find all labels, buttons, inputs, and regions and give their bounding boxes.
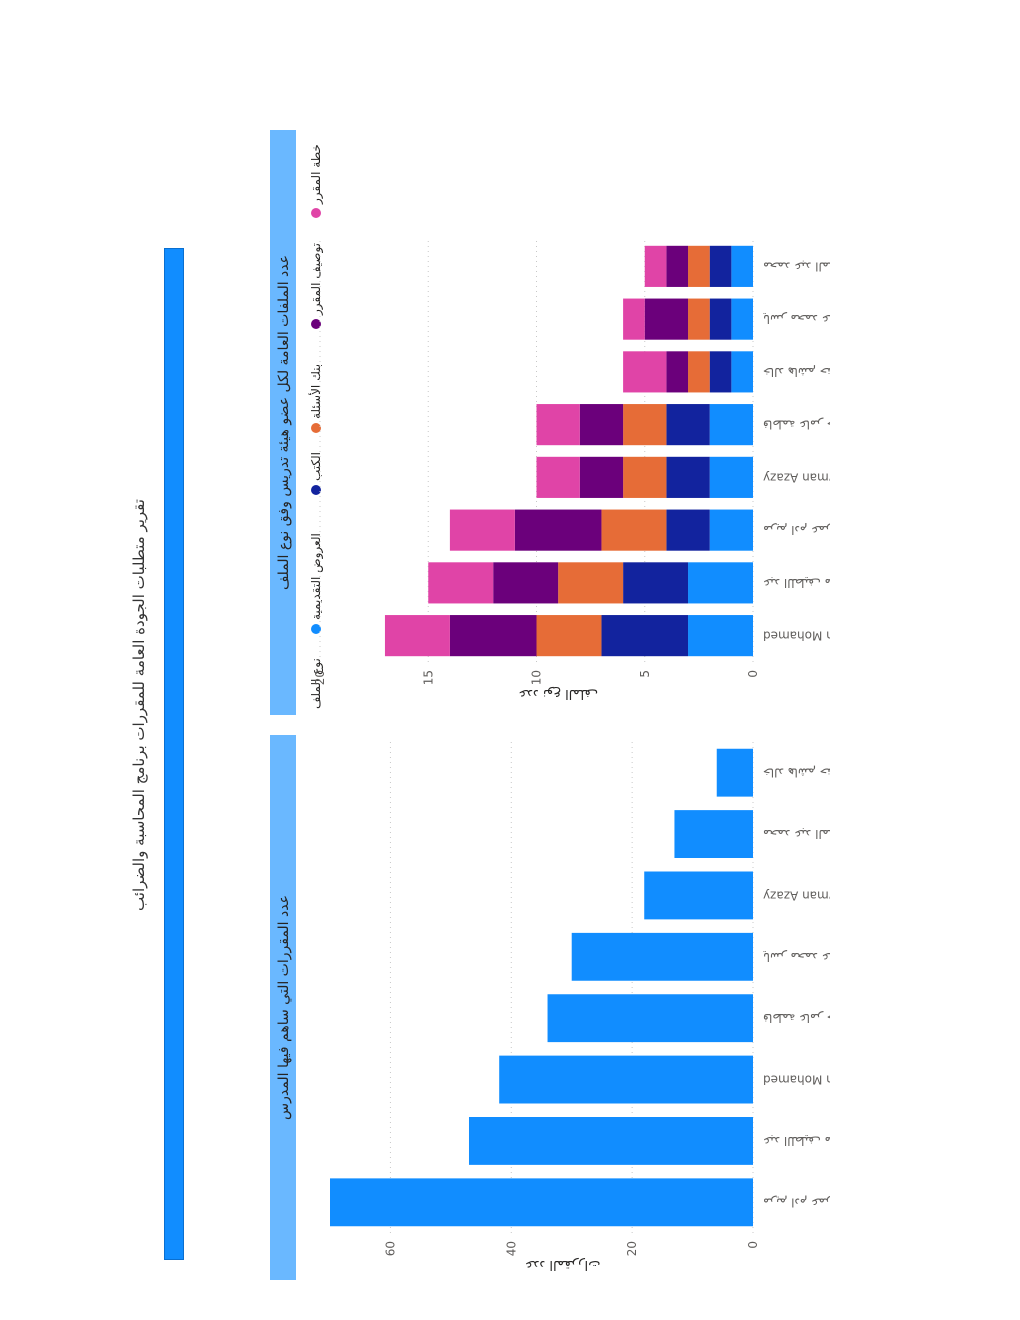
x-tick-label-1-6: ... ياسر محمد عبد الغني (763, 311, 830, 326)
bar-1-3-s3[interactable] (579, 456, 624, 498)
bar-1-0-s1[interactable] (601, 615, 689, 657)
bar-1-3-s2[interactable] (623, 456, 667, 498)
legend-label-4: خطة المقرر (309, 144, 324, 205)
bar-1-6-s4[interactable] (623, 298, 645, 340)
legend-label-1: الكتب (309, 452, 323, 481)
bar-1-1-s4[interactable] (428, 562, 494, 604)
y-axis-title-1: عدد نوع الملف (518, 686, 598, 701)
x-tick-label-1-2: مريم ادم عمر بيلي (763, 522, 830, 537)
bar-1-3-s4[interactable] (536, 456, 580, 498)
x-tick-label-0-0: مريم ادم عمر بيلي (763, 1194, 830, 1209)
bar-1-2-s2[interactable] (601, 509, 667, 551)
x-tick-label-1-1: عبد اللطيف محمد الحسن (763, 575, 830, 590)
bar-0-3[interactable] (547, 994, 753, 1043)
legend-label-3: توصيف المقرر (309, 243, 324, 316)
x-tick-label-1-3: Ayman Azazy (763, 470, 830, 484)
bar-1-7-s4[interactable] (644, 245, 667, 287)
chart-header-0 (270, 735, 296, 1280)
y-tick-label-1-3: 15 (421, 670, 435, 685)
x-tick-label-1-7: ...محمد عبد المنعم محمد ا (763, 259, 830, 273)
bar-1-2-s4[interactable] (449, 509, 515, 551)
bar-1-1-s2[interactable] (558, 562, 624, 604)
bar-1-6-s2[interactable] (688, 298, 710, 340)
bar-1-6-s0[interactable] (731, 298, 753, 340)
legend-swatch-4 (311, 208, 321, 218)
chart-header-1 (270, 130, 296, 715)
bar-1-7-s2[interactable] (688, 245, 710, 287)
y-tick-label-0-1: 20 (625, 1241, 639, 1256)
chart-title-0: عدد المقررات التي ساهم فيها المدرس (276, 895, 292, 1120)
y-tick-label-0-2: 40 (504, 1241, 518, 1256)
courses-per-instructor-chart: عدد المقررات التي ساهم فيها المدرس 0 20 40 6… (270, 735, 830, 1280)
y-tick-label-1-1: 5 (638, 670, 652, 678)
bar-1-1-s1[interactable] (623, 562, 689, 604)
bar-1-0-s0[interactable] (688, 615, 753, 657)
legend-swatch-1 (311, 485, 321, 495)
x-tick-label-0-2: Moamen Mohamed (763, 1073, 830, 1087)
x-tick-label-1-5: خالد هاشم حنفي (763, 365, 830, 379)
bar-1-1-s3[interactable] (493, 562, 559, 604)
chart-title-1: عدد الملفات العامة لكل عضو هيئة تدريس وف… (276, 255, 292, 590)
y-tick-label-0-3: 60 (383, 1241, 397, 1256)
bar-1-1-s0[interactable] (688, 562, 753, 604)
bar-0-1[interactable] (468, 1117, 753, 1165)
legend-swatch-3 (311, 319, 321, 329)
bar-1-0-s3[interactable] (449, 615, 537, 657)
bar-1-5-s0[interactable] (731, 351, 753, 393)
x-tick-label-0-5: Ayman Azazy (763, 888, 830, 902)
x-tick-label-0-6: ...محمد عبد المنعم محم (763, 827, 830, 841)
bar-1-7-s3[interactable] (666, 245, 689, 287)
bar-1-6-s3[interactable] (644, 298, 689, 340)
x-tick-label-0-7: خالد هاشم حنفي (763, 766, 830, 780)
y-tick-label-1-2: 10 (530, 670, 544, 685)
legend-label-2: بنك الأسئلة (308, 364, 323, 419)
bar-0-2[interactable] (499, 1055, 754, 1104)
bar-1-5-s4[interactable] (623, 351, 667, 393)
bar-1-6-s1[interactable] (709, 298, 732, 340)
x-tick-label-0-3: فاطمة عامر حماد حامد (763, 1010, 830, 1025)
bar-1-4-s0[interactable] (709, 404, 754, 446)
legend-label-0: العروض التقديمية (309, 533, 324, 620)
bar-1-2-s3[interactable] (514, 509, 602, 551)
bar-0-0[interactable] (330, 1178, 753, 1227)
y-tick-label-1-4: 20 (313, 670, 327, 685)
x-tick-label-0-1: ...عبد اللطيف محمد الح (763, 1134, 830, 1148)
bar-0-6[interactable] (674, 810, 754, 858)
bar-0-5[interactable] (644, 871, 754, 920)
x-tick-label-1-4: فاطمة عامر حماد حامد (763, 417, 830, 432)
bar-1-2-s1[interactable] (666, 509, 710, 551)
bar-1-0-s4[interactable] (384, 615, 450, 657)
x-tick-label-1-0: Moamen Mohamed (763, 629, 830, 643)
bar-0-7[interactable] (716, 748, 753, 797)
bar-1-0-s2[interactable] (536, 615, 602, 657)
y-tick-label-1-0: 0 (746, 670, 760, 678)
bar-1-7-s0[interactable] (731, 245, 753, 287)
bar-1-4-s4[interactable] (536, 404, 580, 446)
report-canvas: تقرير متطلبات الجودة العامة للمقررات برن… (130, 130, 830, 1280)
bar-1-4-s3[interactable] (579, 404, 624, 446)
y-axis-title-0: عدد المقررات (525, 1257, 600, 1272)
bar-1-2-s0[interactable] (709, 509, 754, 551)
bar-1-3-s1[interactable] (666, 456, 710, 498)
bar-1-5-s1[interactable] (709, 351, 732, 393)
bar-0-4[interactable] (571, 932, 754, 981)
bar-1-5-s2[interactable] (688, 351, 710, 393)
files-per-instructor-chart: عدد الملفات العامة لكل عضو هيئة تدريس وف… (270, 130, 830, 715)
legend-swatch-0 (311, 624, 321, 634)
x-tick-label-0-4: ... ياسر محمد عبد الغني (763, 949, 830, 964)
charts-svg: عدد المقررات التي ساهم فيها المدرس 0 20 40 6… (270, 130, 830, 1280)
bar-1-5-s3[interactable] (666, 351, 689, 393)
bar-1-4-s1[interactable] (666, 404, 710, 446)
legend-swatch-2 (311, 423, 321, 433)
legend-title: نوع الملف (309, 658, 324, 709)
bar-1-7-s1[interactable] (709, 245, 732, 287)
bar-1-4-s2[interactable] (623, 404, 667, 446)
y-tick-label-0-0: 0 (746, 1241, 760, 1249)
bar-1-3-s0[interactable] (709, 456, 754, 498)
